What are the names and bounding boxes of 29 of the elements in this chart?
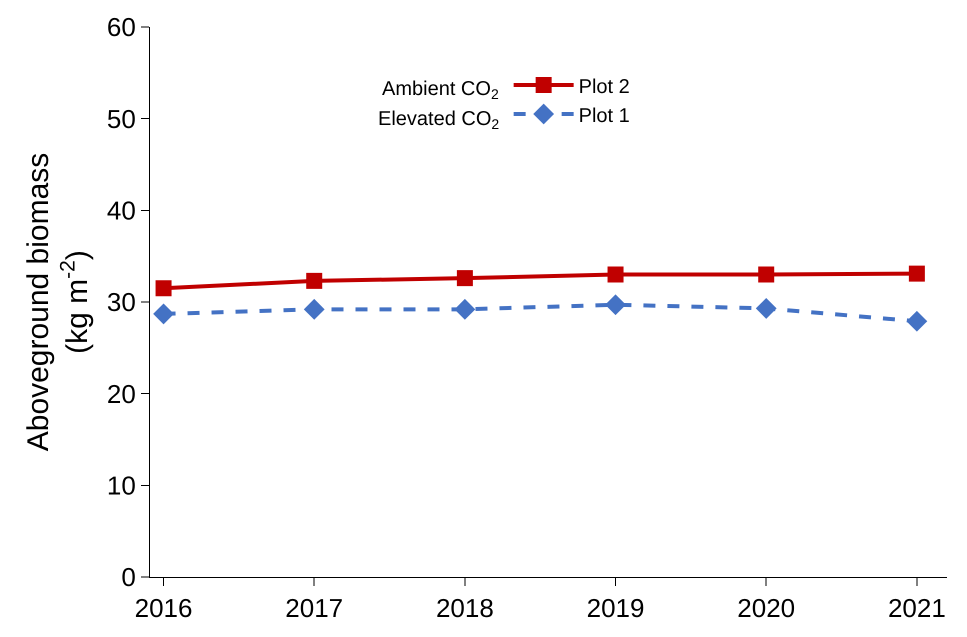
point [608, 266, 624, 282]
annotation: Ambient CO$_{2}$ [382, 78, 499, 102]
y-tick-label: 20 [106, 378, 136, 409]
x-tick-label: 2018 [436, 593, 494, 624]
x-tick-label: 2016 [134, 593, 192, 624]
legend-label: Plot 2 [578, 76, 630, 98]
point [605, 294, 626, 316]
y-tick-label: 10 [106, 470, 136, 500]
point [156, 280, 172, 296]
annotation: Elevated CO$_{2}$ [378, 108, 500, 132]
legend-label: Plot 1 [578, 104, 630, 127]
point [306, 272, 322, 289]
point [153, 304, 174, 324]
x-tick-label: 2020 [737, 593, 796, 624]
point [456, 270, 473, 286]
point [908, 266, 925, 282]
y-tick-label: 30 [106, 287, 136, 318]
point [454, 298, 476, 320]
y-tick-label: 60 [106, 12, 136, 42]
point [304, 298, 325, 320]
point [758, 266, 774, 282]
x-tick-label: 2019 [586, 593, 644, 624]
x-tick-label: 2017 [285, 593, 344, 624]
point [906, 310, 928, 332]
y-tick-label: 0 [121, 562, 136, 592]
x-tick-label: 2021 [888, 593, 946, 624]
y-tick-label: 50 [106, 104, 136, 134]
point [756, 298, 777, 319]
y-tick-label: 40 [106, 195, 136, 226]
